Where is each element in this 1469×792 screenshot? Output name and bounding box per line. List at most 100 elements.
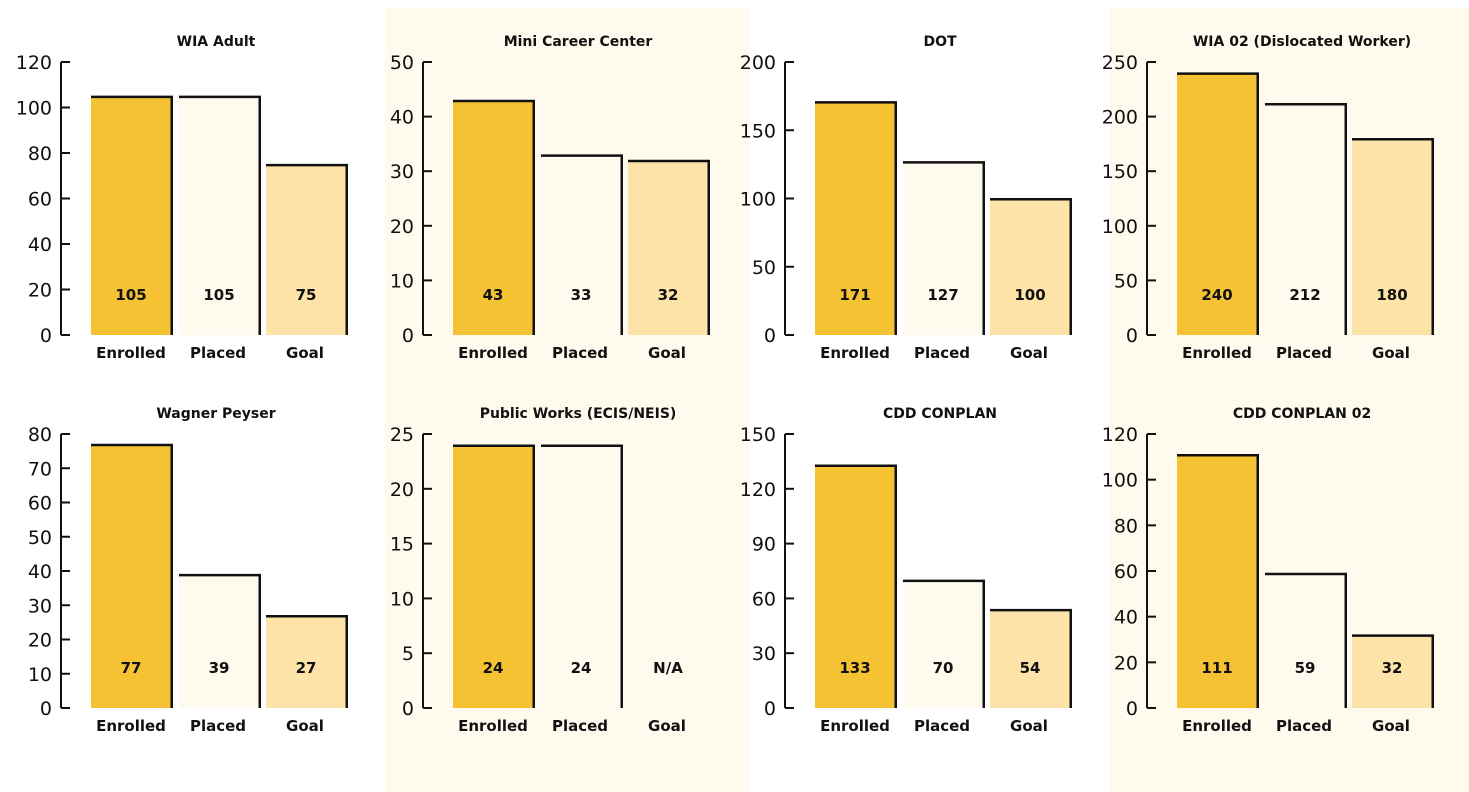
chart-1-tick-label-120: 120 <box>16 52 52 74</box>
chart-3-title: DOT <box>923 34 957 50</box>
chart-7-tick-label-0: 0 <box>764 698 776 720</box>
chart-7-bar-placed <box>903 580 983 708</box>
chart-4-bar-edge-enrolled <box>1177 72 1259 335</box>
chart-4-bar-edge-placed <box>1265 102 1347 335</box>
chart-8-category-label-enrolled: Enrolled <box>1182 717 1252 735</box>
chart-6-value-label-enrolled: 24 <box>483 659 504 677</box>
chart-1-tick-label-60: 60 <box>28 189 52 211</box>
chart-7-value-label-placed: 70 <box>933 659 954 677</box>
chart-5-tick-label-60: 60 <box>28 493 52 515</box>
chart-4-title: WIA 02 (Dislocated Worker) <box>1193 34 1411 50</box>
chart-3-tick-label-150: 150 <box>740 120 776 142</box>
chart-8-bar-enrolled <box>1177 454 1257 708</box>
chart-8-value-label-placed: 59 <box>1295 659 1316 677</box>
chart-5-tick-label-80: 80 <box>28 424 52 446</box>
chart-3-category-label-enrolled: Enrolled <box>820 344 890 362</box>
chart-4-value-label-enrolled: 240 <box>1201 286 1232 304</box>
chart-8-bar-edge-enrolled <box>1177 454 1259 708</box>
chart-8-bar-goal <box>1352 634 1432 708</box>
chart-4-tick-label-100: 100 <box>1102 216 1138 238</box>
chart-3-bar-goal <box>990 198 1070 335</box>
chart-2-tick-label-30: 30 <box>390 161 414 183</box>
chart-4-tick-label-0: 0 <box>1126 325 1138 347</box>
chart-6-value-label-placed: 24 <box>571 659 592 677</box>
chart-3-value-label-goal: 100 <box>1014 286 1045 304</box>
chart-7-category-label-enrolled: Enrolled <box>820 717 890 735</box>
chart-2-bar-edge-enrolled <box>453 99 535 335</box>
chart-2-tick-label-40: 40 <box>390 107 414 129</box>
chart-4-bar-placed <box>1265 103 1345 335</box>
chart-3-bar-edge-enrolled <box>815 101 897 335</box>
chart-1-bar-edge-goal <box>266 163 348 335</box>
chart-5-bar-edge-enrolled <box>91 443 173 708</box>
chart-7-bar-edge-goal <box>990 608 1072 708</box>
chart-5-tick-label-40: 40 <box>28 561 52 583</box>
chart-5-tick-label-50: 50 <box>28 527 52 549</box>
chart-5-category-label-placed: Placed <box>190 717 246 735</box>
chart-8-tick-label-20: 20 <box>1114 652 1138 674</box>
chart-7-category-label-goal: Goal <box>1010 717 1048 735</box>
chart-6-bar-placed <box>541 444 621 708</box>
chart-5-bar-enrolled <box>91 444 171 708</box>
chart-8-value-label-goal: 32 <box>1382 659 1403 677</box>
chart-7-tick-label-30: 30 <box>752 643 776 665</box>
chart-3-category-label-goal: Goal <box>1010 344 1048 362</box>
chart-7-bar-enrolled <box>815 465 895 708</box>
chart-7-category-label-placed: Placed <box>914 717 970 735</box>
chart-3-bar-edge-placed <box>903 161 985 335</box>
chart-6-value-label-goal: N/A <box>653 659 683 677</box>
chart-6-category-label-placed: Placed <box>552 717 608 735</box>
chart-2-value-label-placed: 33 <box>571 286 592 304</box>
chart-5-tick-label-0: 0 <box>40 698 52 720</box>
chart-7-title: CDD CONPLAN <box>883 406 997 422</box>
chart-6-category-label-goal: Goal <box>648 717 686 735</box>
chart-8-title: CDD CONPLAN 02 <box>1233 406 1371 422</box>
chart-5-value-label-placed: 39 <box>209 659 230 677</box>
chart-6-bar-edge-enrolled <box>453 444 535 708</box>
chart-1-bar-goal <box>266 164 346 335</box>
chart-4-value-label-placed: 212 <box>1289 286 1320 304</box>
chart-2-category-label-enrolled: Enrolled <box>458 344 528 362</box>
chart-3-tick-label-50: 50 <box>752 257 776 279</box>
chart-6-bar-enrolled <box>453 444 533 708</box>
chart-5-tick-label-30: 30 <box>28 595 52 617</box>
chart-8-value-label-enrolled: 111 <box>1201 659 1232 677</box>
chart-2-bar-edge-goal <box>628 159 710 335</box>
chart-2-bar-enrolled <box>453 100 533 335</box>
chart-7-tick-label-90: 90 <box>752 534 776 556</box>
chart-8-tick-label-80: 80 <box>1114 515 1138 537</box>
chart-1-value-label-goal: 75 <box>296 286 317 304</box>
chart-1-bar-enrolled <box>91 96 171 335</box>
chart-5-category-label-enrolled: Enrolled <box>96 717 166 735</box>
chart-7-tick-label-120: 120 <box>740 479 776 501</box>
chart-6-tick-label-5: 5 <box>402 643 414 665</box>
chart-2-bar-edge-placed <box>541 154 623 335</box>
chart-2-bar-goal <box>628 160 708 335</box>
chart-2-tick-label-20: 20 <box>390 216 414 238</box>
chart-8-tick-label-60: 60 <box>1114 561 1138 583</box>
chart-1-tick-label-40: 40 <box>28 234 52 256</box>
chart-1-tick-label-80: 80 <box>28 143 52 165</box>
chart-3-value-label-enrolled: 171 <box>839 286 870 304</box>
chart-2-value-label-goal: 32 <box>658 286 679 304</box>
chart-4-tick-label-50: 50 <box>1114 270 1138 292</box>
chart-1-tick-label-0: 0 <box>40 325 52 347</box>
chart-2-tick-label-10: 10 <box>390 270 414 292</box>
chart-4-bar-goal <box>1352 138 1432 335</box>
chart-6-bar-edge-placed <box>541 444 623 708</box>
chart-2-value-label-enrolled: 43 <box>483 286 504 304</box>
chart-1-category-label-placed: Placed <box>190 344 246 362</box>
chart-7-tick-label-60: 60 <box>752 588 776 610</box>
chart-8-bar-edge-placed <box>1265 572 1347 708</box>
chart-2-category-label-goal: Goal <box>648 344 686 362</box>
chart-5-bar-goal <box>266 615 346 708</box>
chart-1-title: WIA Adult <box>177 34 256 50</box>
chart-6-tick-label-20: 20 <box>390 479 414 501</box>
chart-5-tick-label-20: 20 <box>28 630 52 652</box>
chart-8-tick-label-120: 120 <box>1102 424 1138 446</box>
chart-6-tick-label-0: 0 <box>402 698 414 720</box>
chart-1-tick-label-100: 100 <box>16 98 52 120</box>
chart-2-title: Mini Career Center <box>504 34 653 50</box>
chart-7-bar-edge-placed <box>903 579 985 708</box>
